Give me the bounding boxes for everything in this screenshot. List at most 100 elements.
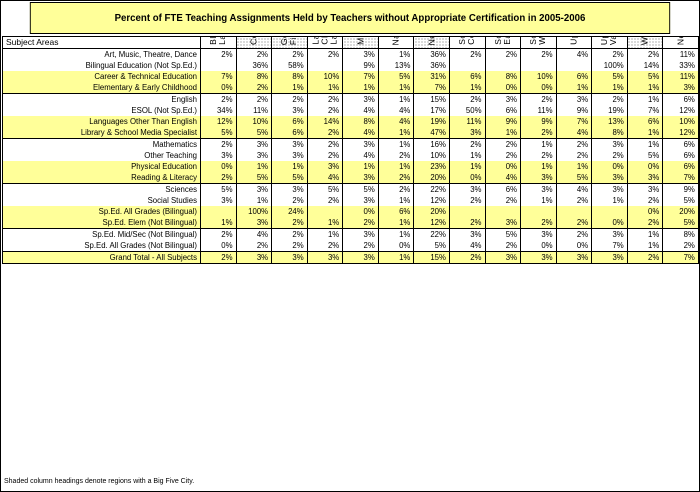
value-cell: 5% [200, 127, 237, 139]
value-cell [484, 206, 522, 217]
column-header: New York City [413, 36, 450, 49]
value-cell: 3% [342, 172, 379, 184]
value-cell: 7% [413, 82, 450, 94]
value-cell: 0% [626, 161, 664, 172]
value-cell: 8% [342, 116, 379, 127]
value-cell: 2% [271, 48, 308, 60]
value-cell: 2% [306, 127, 344, 139]
value-cell: 2% [484, 240, 522, 252]
value-cell: 2% [200, 228, 237, 240]
value-cell: 1% [235, 161, 273, 172]
value-cell: 3% [591, 138, 628, 150]
column-header-label: Southern Tier - East [493, 38, 512, 46]
value-cell: 2% [520, 127, 557, 139]
value-cell: 1% [626, 228, 664, 240]
value-cell: 5% [413, 240, 450, 252]
column-header: Upper Mohawk Valley [591, 36, 628, 49]
value-cell: 9% [662, 183, 699, 195]
value-cell: 2% [306, 138, 344, 150]
value-cell: 3% [342, 93, 379, 105]
value-cell: 4% [342, 105, 379, 116]
value-cell: 3% [235, 251, 273, 264]
value-cell: 2% [484, 150, 522, 161]
table-row: Languages Other Than English 12% 10% 6% 14% 8… [2, 116, 699, 127]
value-cell: 1% [306, 82, 344, 94]
value-cell: 5% [555, 172, 593, 184]
value-cell: 1% [377, 82, 415, 94]
value-cell: 0% [555, 240, 593, 252]
value-cell: 10% [413, 150, 450, 161]
value-cell: 8% [271, 71, 308, 82]
table-row: Elementary & Early Childhood 0% 2% 1% 1% 1% 1%… [2, 82, 699, 94]
value-cell: 3% [591, 228, 628, 240]
subject-label: Languages Other Than English [2, 116, 201, 127]
value-cell: 4% [235, 228, 273, 240]
value-cell: 2% [448, 48, 486, 60]
value-cell: 8% [591, 127, 628, 139]
value-cell: 20% [413, 172, 450, 184]
value-cell: 36% [235, 60, 273, 71]
table-row: Social Studies 3% 1% 2% 2% 3% 1% 12% 2% 2% 1% 2% 1% 2… [2, 195, 699, 206]
value-cell: 3% [306, 251, 344, 264]
value-cell: 11% [520, 105, 557, 116]
value-cell: 0% [200, 240, 237, 252]
value-cell: 1% [520, 195, 557, 206]
value-cell: 1% [271, 82, 308, 94]
value-cell: 2% [271, 240, 308, 252]
column-header-label: Southern Tier - West [528, 38, 547, 46]
value-cell: 3% [342, 195, 379, 206]
value-cell: 1% [342, 161, 379, 172]
value-cell: 1% [555, 161, 593, 172]
value-cell: 3% [484, 251, 522, 264]
value-cell: 2% [200, 251, 237, 264]
column-header: Western [626, 36, 664, 49]
value-cell: 3% [200, 150, 237, 161]
value-cell [555, 206, 593, 217]
table-row: Reading & Literacy 2% 5% 5% 4% 3% 2% 20% 0% 4% 3% 5… [2, 172, 699, 184]
column-header: Nassau-Suffolk [377, 36, 415, 49]
value-cell: 3% [271, 150, 308, 161]
value-cell: 0% [484, 82, 522, 94]
value-cell: 3% [591, 251, 628, 264]
table-row: Art, Music, Theatre, Dance 2% 2% 2% 2% 3% 1% 36… [2, 48, 699, 60]
value-cell: 2% [306, 48, 344, 60]
value-cell: 50% [448, 105, 486, 116]
subject-label: Sciences [2, 183, 201, 195]
value-cell: 12% [662, 127, 699, 139]
value-cell: 3% [448, 183, 486, 195]
value-cell: 3% [520, 172, 557, 184]
value-cell: 2% [271, 195, 308, 206]
value-cell: 23% [413, 161, 450, 172]
table-row: Bilingual Education (Not Sp.Ed.) 36% 58% 9%… [2, 60, 699, 71]
value-cell: 7% [626, 105, 664, 116]
subject-label: Library & School Media Specialist [2, 127, 201, 139]
value-cell [448, 206, 486, 217]
value-cell: 9% [484, 116, 522, 127]
subject-label: Bilingual Education (Not Sp.Ed.) [2, 60, 201, 71]
value-cell: 7% [591, 240, 628, 252]
value-cell: 4% [484, 172, 522, 184]
subject-label: ESOL (Not Sp.Ed.) [2, 105, 201, 116]
value-cell: 7% [342, 71, 379, 82]
value-cell: 2% [342, 240, 379, 252]
value-cell: 1% [591, 195, 628, 206]
value-cell: 8% [235, 71, 273, 82]
value-cell: 2% [555, 228, 593, 240]
value-cell: 14% [626, 60, 664, 71]
value-cell: 3% [342, 228, 379, 240]
value-cell: 3% [271, 251, 308, 264]
value-cell: 1% [626, 93, 664, 105]
value-cell: 2% [271, 228, 308, 240]
value-cell: 2% [271, 217, 308, 229]
value-cell: 0% [448, 172, 486, 184]
value-cell: 2% [448, 217, 486, 229]
value-cell: 1% [200, 217, 237, 229]
value-cell: 10% [306, 71, 344, 82]
value-cell: 22% [413, 228, 450, 240]
value-cell: 1% [377, 228, 415, 240]
column-header-label: Black River-St Lawrence [208, 38, 227, 46]
data-table: Subject Areas Black River-St Lawrence Cent… [2, 36, 699, 264]
subject-label: Physical Education [2, 161, 201, 172]
value-cell: 6% [626, 116, 664, 127]
value-cell: 0% [591, 217, 628, 229]
